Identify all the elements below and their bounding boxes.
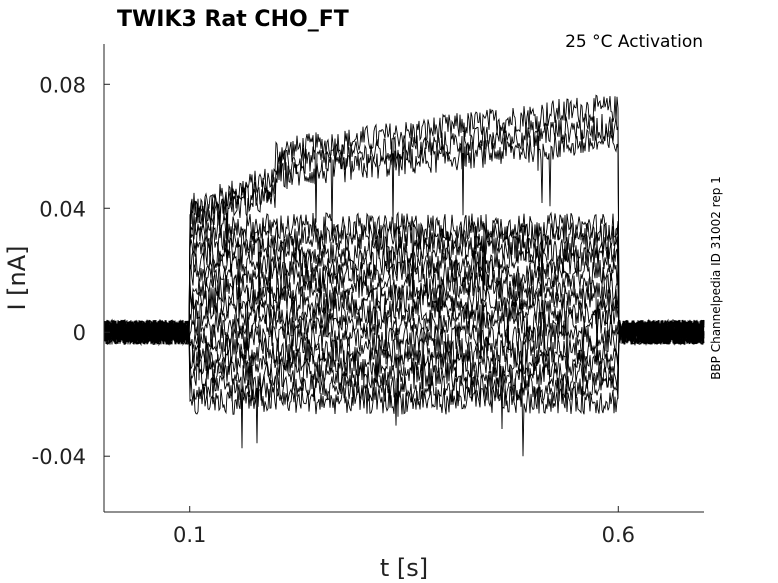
current-trace <box>103 211 705 345</box>
x-tick-label: 0.1 <box>173 523 206 547</box>
current-trace <box>103 284 705 365</box>
x-axis-label: t [s] <box>380 554 428 582</box>
current-trace <box>103 319 705 430</box>
axes-group <box>103 44 704 513</box>
current-trace <box>103 319 705 392</box>
current-trace <box>103 258 705 346</box>
x-tick-label: 0.6 <box>602 523 635 547</box>
chart-title: TWIK3 Rat CHO_FT <box>117 7 349 32</box>
y-tick-label: -0.04 <box>32 445 86 469</box>
current-trace <box>103 247 705 345</box>
current-trace <box>103 318 705 457</box>
current-trace <box>103 222 705 345</box>
ticks-group: 0.08 0.04 0 -0.04 0.1 0.6 <box>32 73 635 547</box>
current-trace <box>103 296 705 381</box>
side-label: BBP Channelpedia ID 31002 rep 1 <box>709 176 723 380</box>
chart-annotation: 25 °C Activation <box>565 32 703 52</box>
y-tick-label: 0.08 <box>39 73 86 97</box>
y-tick-label: 0.04 <box>39 197 86 221</box>
traces-group <box>103 94 705 457</box>
current-trace <box>103 128 705 346</box>
y-tick-label: 0 <box>73 321 86 345</box>
y-axis-label: I [nA] <box>3 245 31 310</box>
